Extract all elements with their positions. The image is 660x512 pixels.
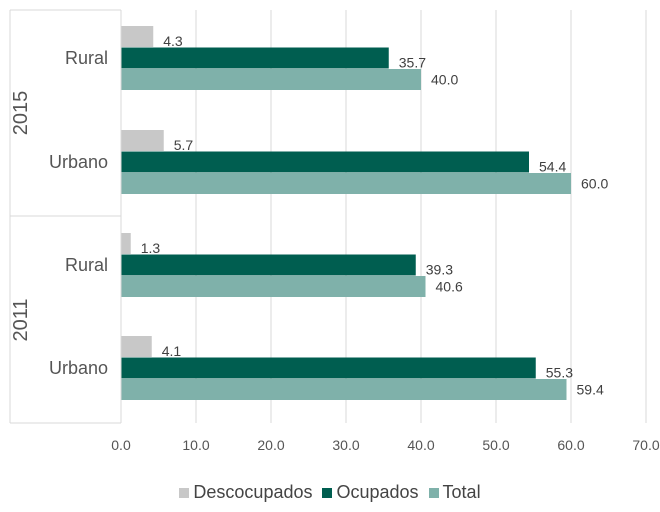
data-label-total: 40.0 [431,72,458,88]
x-tick-label: 50.0 [482,437,509,453]
category-label: Urbano [49,152,108,172]
legend-label-total: Total [442,482,481,502]
bar-descocupados [121,336,152,357]
data-label-ocupados: 55.3 [546,365,573,381]
data-label-ocupados: 54.4 [539,159,566,175]
x-tick-label: 60.0 [557,437,584,453]
legend-label-descocupados: Descocupados [193,482,313,502]
bar-ocupados [121,357,536,379]
data-label-ocupados: 39.3 [426,262,453,278]
x-tick-label: 20.0 [257,437,284,453]
legend-swatch-total [428,487,439,498]
x-tick-label: 10.0 [182,437,209,453]
bar-total [121,173,571,194]
legend-label-ocupados: Ocupados [336,482,419,502]
data-label-total: 40.6 [436,279,463,295]
bar-total [121,276,426,297]
group-label-2011: 2011 [10,298,32,341]
data-label-ocupados: 35.7 [399,55,426,71]
bar-descocupados [121,233,131,254]
legend-item-total: Total [428,482,481,503]
data-label-descocupados: 5.7 [174,137,194,153]
bar-ocupados [121,47,389,69]
chart-legend: Descocupados Ocupados Total [0,482,660,503]
x-tick-label: 30.0 [332,437,359,453]
bar-descocupados [121,26,154,47]
category-label: Rural [65,48,108,68]
data-label-descocupados: 4.1 [162,343,182,359]
group-label-2015: 2015 [10,91,32,136]
data-label-descocupados: 4.3 [163,33,183,49]
data-label-total: 60.0 [581,176,608,192]
x-tick-label: 0.0 [111,437,131,453]
x-tick-label: 70.0 [632,437,659,453]
bar-ocupados [121,151,529,173]
data-label-descocupados: 1.3 [141,240,161,256]
bar-ocupados [121,254,416,276]
legend-swatch-ocupados [322,487,333,498]
bar-total [121,379,567,400]
x-tick-label: 40.0 [407,437,434,453]
category-label: Urbano [49,358,108,378]
category-label: Rural [65,255,108,275]
data-label-total: 59.4 [577,382,604,398]
legend-item-descocupados: Descocupados [179,482,312,503]
legend-item-ocupados: Ocupados [322,482,419,503]
bar-total [121,69,421,90]
bar-descocupados [121,130,164,151]
legend-swatch-descocupados [179,487,190,498]
bar-chart: 0.0 10.0 20.0 30.0 40.0 50.0 60.0 70.0 2015 2011 R… [9,9,660,453]
